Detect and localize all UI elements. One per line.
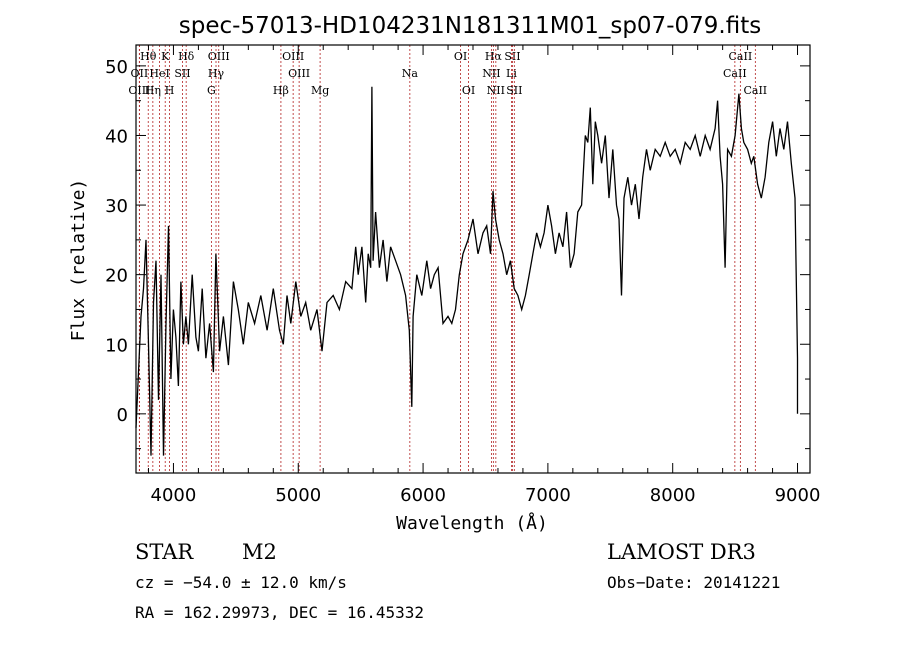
y-tick-label: 40 (105, 126, 128, 147)
line-marker-label: SII (506, 84, 522, 97)
line-marker-label: NII (487, 84, 505, 97)
line-marker-label: CaII (743, 84, 767, 97)
plot-frame (135, 44, 811, 474)
line-marker-label: Hδ (178, 50, 195, 63)
x-tick-label: 4000 (151, 485, 197, 506)
redshift-velocity: cz = −54.0 ± 12.0 km/s (135, 573, 347, 592)
x-tick-label: 5000 (275, 485, 321, 506)
x-tick-label: 9000 (775, 485, 821, 506)
line-marker-label: Mg (311, 84, 329, 97)
line-marker-label: H (165, 84, 175, 97)
line-marker-label: SII (174, 67, 190, 80)
spectrum-line (135, 86, 799, 456)
line-marker-label: SII (504, 50, 520, 63)
line-marker-label: CaII (729, 50, 753, 63)
object-subclass: M2 (242, 540, 277, 564)
line-marker-label: Na (402, 67, 419, 80)
x-tick-label: 8000 (650, 485, 696, 506)
line-marker-label: OI (462, 84, 475, 97)
line-marker-label: Hθ (140, 50, 157, 63)
line-marker-label: OIII (288, 67, 310, 80)
line-marker-label: Hβ (273, 84, 289, 97)
x-axis-label: Wavelength (Å) (396, 512, 548, 534)
x-axis: 4000 5000 6000 7000 8000 9000 (147, 45, 821, 506)
line-marker-label: Hη (145, 84, 161, 97)
y-axis-label: Flux (relative) (68, 179, 89, 342)
line-marker-label: G (207, 84, 216, 97)
line-marker-label: Li (506, 67, 517, 80)
y-axis: 0 10 20 30 40 50 (105, 57, 810, 450)
y-tick-label: 0 (117, 405, 128, 426)
y-tick-label: 30 (105, 196, 128, 217)
x-tick-label: 6000 (400, 485, 446, 506)
object-class: STAR (135, 540, 194, 564)
line-marker-label: Hγ (208, 67, 225, 80)
observation-date: Obs−Date: 20141221 (607, 573, 781, 592)
survey-name: LAMOST DR3 (607, 540, 756, 564)
y-tick-label: 20 (105, 266, 128, 287)
y-tick-label: 50 (105, 57, 128, 78)
line-marker-label: OIII (128, 84, 150, 97)
line-marker-label: Hα (485, 50, 503, 63)
line-marker-label: K (161, 50, 170, 63)
line-marker-label: CaII (723, 67, 747, 80)
line-marker-label: OIII (208, 50, 230, 63)
x-tick-label: 7000 (525, 485, 571, 506)
line-marker-label: NII (482, 67, 500, 80)
y-tick-label: 10 (105, 335, 128, 356)
line-marker-label: OIII (282, 50, 304, 63)
sky-coordinates: RA = 162.29973, DEC = 16.45332 (135, 603, 424, 622)
chart-title: spec-57013-HD104231N181311M01_sp07-079.f… (179, 13, 761, 39)
line-marker-label: HeI (149, 67, 169, 80)
line-marker-label: OI (454, 50, 467, 63)
